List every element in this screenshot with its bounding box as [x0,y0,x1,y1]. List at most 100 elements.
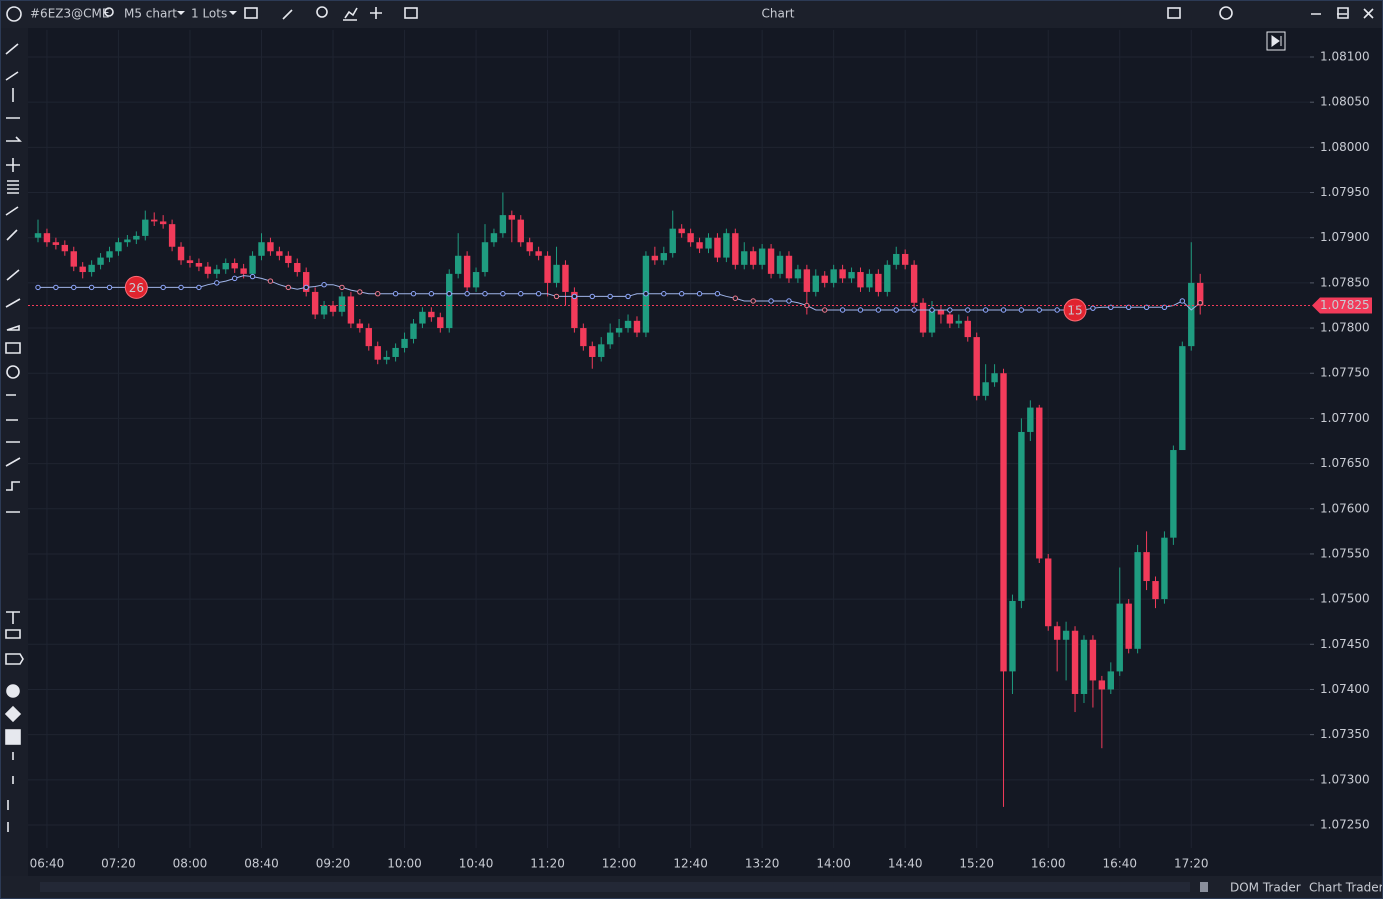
indicator-point [231,275,238,282]
indicator-point [249,273,256,280]
symbol[interactable]: #6EZ3@CME [30,7,109,21]
candle-body [776,255,784,274]
candle-body [785,255,793,279]
chart-type[interactable]: M5 chart [124,7,177,21]
x-tick-label: 09:20 [316,857,351,871]
indicator-point [1000,307,1007,313]
candle-body [195,263,203,267]
toolbar-icon[interactable] [1219,6,1233,20]
drawing-tools[interactable] [4,43,24,832]
indicator-point [965,307,971,313]
candle-body [106,251,113,258]
y-tick-label: 1.08050 [1320,95,1370,109]
search-icon[interactable] [104,7,114,17]
candle-body [633,320,641,333]
indicator-point [214,280,220,286]
tab[interactable]: Chart Trader [1309,881,1383,895]
toolbar-icon[interactable] [404,7,418,19]
x-tick-label: 08:40 [244,857,279,871]
candle-body [866,273,873,288]
candle-body [830,269,837,283]
y-tick-label: 1.07750 [1320,366,1370,380]
indicator-point [339,284,345,291]
indicator-point [446,291,452,297]
indicator-point [589,293,595,300]
candle-body [812,275,819,292]
indicator-point [1197,300,1203,306]
candle-body [598,344,605,357]
y-tick-label: 1.07700 [1320,411,1370,425]
scroll-to-end[interactable] [1266,31,1286,51]
candle-body [401,338,408,348]
candle-body [249,255,256,274]
candle-body [1053,626,1061,640]
candle-body [43,233,51,243]
window-controls[interactable] [1337,7,1349,19]
indicator-point [768,298,774,304]
toolbar-icon[interactable] [370,7,382,19]
y-tick-label: 1.07850 [1320,275,1370,289]
candle-body [589,346,596,357]
tab[interactable]: DOM Trader [1230,881,1301,895]
indicator-point [1179,298,1186,304]
candle-body [803,269,811,292]
candle-body [276,251,283,256]
indicator-point [35,284,41,291]
candle-body [741,251,748,265]
indicator-point [1054,307,1060,313]
indicator-point [661,291,667,297]
window-title: Chart [762,7,795,21]
candle-body [34,233,42,238]
lots[interactable]: 1 Lots [191,7,227,21]
x-tick-label: 11:20 [530,857,565,871]
indicator-point [53,284,59,291]
dropdown[interactable] [229,11,237,15]
indicator-point [428,291,435,297]
indicator-point [822,307,828,313]
indicator-point [375,291,381,297]
scrollbar-thumb[interactable] [1200,882,1208,892]
candle-body [356,323,364,329]
indicator-point [303,284,309,291]
x-tick-label: 13:20 [745,857,780,871]
candle-body [97,257,104,265]
x-tick-label: 12:00 [602,857,637,871]
x-tick-label: 17:20 [1174,857,1209,871]
x-tick-label: 14:40 [888,857,923,871]
scrollbar[interactable] [40,882,1190,892]
candle-body [454,255,462,274]
candle-body [946,314,954,324]
candle-body [1080,639,1088,694]
candle-body [1188,282,1195,347]
candle-body [1027,407,1034,432]
dropdown[interactable] [177,11,185,15]
candle-body [177,246,185,261]
candle-body [1125,603,1132,649]
toolbar-icon[interactable] [343,7,358,21]
indicator-point [643,291,649,297]
y-tick-label: 1.07250 [1320,817,1370,831]
window-controls[interactable] [1311,8,1374,19]
indicator-point [267,278,274,284]
annotation-label: 26 [129,281,144,295]
zoom-icon[interactable] [316,6,328,18]
annotation-label: 15 [1067,303,1082,317]
indicator-point [982,307,989,313]
candle-body [937,309,945,315]
toolbar-icon[interactable] [1167,7,1181,19]
indicator-point [196,284,202,291]
candle-body [437,317,444,329]
candle-body [884,264,891,292]
indicator-point [714,291,721,297]
candle-body [1036,407,1043,559]
y-tick-label: 1.07650 [1320,456,1370,470]
indicator-point [1036,307,1042,313]
indicator-point [71,284,77,291]
indicator-point [947,307,953,313]
price-tag-label: 1.07825 [1320,298,1370,312]
toolbar-icon[interactable] [244,7,258,19]
toolbar-icon[interactable] [282,9,293,20]
candle-body [70,251,77,267]
candle-body [222,263,229,270]
